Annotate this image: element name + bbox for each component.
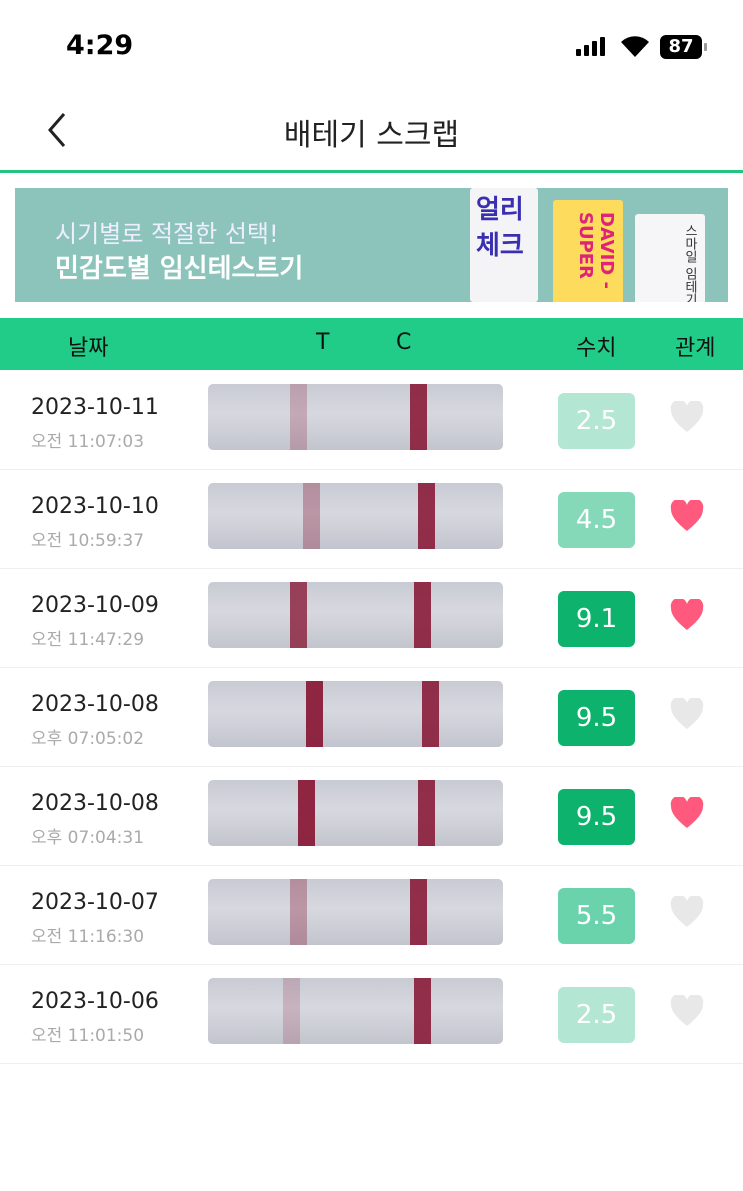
heart-icon[interactable] bbox=[670, 599, 704, 631]
table-row[interactable]: 2023-10-10 오전 10:59:37 4.5 bbox=[0, 470, 743, 569]
c-line bbox=[414, 978, 431, 1044]
ad-banner[interactable]: 시기별로 적절한 선택! 민감도별 임신테스트기 얼리 체크 DAVID -SU… bbox=[15, 188, 728, 302]
score-badge: 4.5 bbox=[558, 492, 635, 548]
t-line bbox=[290, 879, 307, 945]
row-time: 오전 11:16:30 bbox=[31, 927, 145, 947]
t-line bbox=[298, 780, 315, 846]
row-time: 오전 11:47:29 bbox=[31, 630, 145, 650]
t-line bbox=[290, 384, 307, 450]
row-time: 오후 07:04:31 bbox=[31, 828, 145, 848]
heart-icon[interactable] bbox=[670, 401, 704, 433]
score-badge: 9.5 bbox=[558, 690, 635, 746]
product-smile: 스마일 임테기 bbox=[635, 214, 705, 302]
heart-icon[interactable] bbox=[670, 500, 704, 532]
c-line bbox=[410, 384, 427, 450]
test-strip-image[interactable] bbox=[208, 879, 503, 945]
table-row[interactable]: 2023-10-08 오후 07:05:02 9.5 bbox=[0, 668, 743, 767]
c-line bbox=[414, 582, 431, 648]
signal-icon bbox=[576, 37, 605, 56]
score-badge: 2.5 bbox=[558, 987, 635, 1043]
heart-icon[interactable] bbox=[670, 896, 704, 928]
product-early-check: 얼리 체크 bbox=[470, 188, 538, 302]
heart-icon[interactable] bbox=[670, 995, 704, 1027]
score-badge: 9.5 bbox=[558, 789, 635, 845]
row-time: 오전 11:01:50 bbox=[31, 1026, 145, 1046]
test-strip-image[interactable] bbox=[208, 384, 503, 450]
score-badge: 2.5 bbox=[558, 393, 635, 449]
header-score: 수치 bbox=[576, 336, 617, 361]
product-david: DAVID -SUPER bbox=[553, 200, 623, 302]
score-badge: 5.5 bbox=[558, 888, 635, 944]
wifi-icon bbox=[621, 36, 649, 57]
test-strip-image[interactable] bbox=[208, 978, 503, 1044]
header-c: C bbox=[396, 330, 412, 355]
clock: 4:29 bbox=[66, 30, 134, 61]
header-relation: 관계 bbox=[675, 336, 716, 361]
battery-icon: 87 bbox=[660, 35, 707, 59]
row-time: 오후 07:05:02 bbox=[31, 729, 145, 749]
row-date: 2023-10-07 bbox=[31, 890, 159, 915]
t-line bbox=[306, 681, 323, 747]
t-line bbox=[303, 483, 320, 549]
status-bar: 4:29 87 bbox=[0, 0, 743, 90]
c-line bbox=[418, 483, 435, 549]
c-line bbox=[418, 780, 435, 846]
row-time: 오전 10:59:37 bbox=[31, 531, 145, 551]
row-time: 오전 11:07:03 bbox=[31, 432, 145, 452]
test-strip-image[interactable] bbox=[208, 780, 503, 846]
t-line bbox=[283, 978, 300, 1044]
banner-line2: 민감도별 임신테스트기 bbox=[55, 254, 304, 284]
row-date: 2023-10-11 bbox=[31, 395, 159, 420]
table-row[interactable]: 2023-10-08 오후 07:04:31 9.5 bbox=[0, 767, 743, 866]
row-date: 2023-10-08 bbox=[31, 791, 159, 816]
table-row[interactable]: 2023-10-09 오전 11:47:29 9.1 bbox=[0, 569, 743, 668]
heart-icon[interactable] bbox=[670, 698, 704, 730]
row-date: 2023-10-10 bbox=[31, 494, 159, 519]
table-row[interactable]: 2023-10-06 오전 11:01:50 2.5 bbox=[0, 965, 743, 1064]
c-line bbox=[422, 681, 439, 747]
row-date: 2023-10-09 bbox=[31, 593, 159, 618]
back-button[interactable] bbox=[44, 110, 74, 150]
t-line bbox=[290, 582, 307, 648]
table-row[interactable]: 2023-10-07 오전 11:16:30 5.5 bbox=[0, 866, 743, 965]
test-strip-image[interactable] bbox=[208, 582, 503, 648]
page-title: 배테기 스크랩 bbox=[283, 118, 460, 153]
test-strip-image[interactable] bbox=[208, 681, 503, 747]
heart-icon[interactable] bbox=[670, 797, 704, 829]
c-line bbox=[410, 879, 427, 945]
row-date: 2023-10-08 bbox=[31, 692, 159, 717]
banner-line1: 시기별로 적절한 선택! bbox=[55, 220, 279, 248]
table-header: 날짜 T C 수치 관계 bbox=[0, 318, 743, 370]
score-badge: 9.1 bbox=[558, 591, 635, 647]
table-row[interactable]: 2023-10-11 오전 11:07:03 2.5 bbox=[0, 371, 743, 470]
test-strip-image[interactable] bbox=[208, 483, 503, 549]
row-date: 2023-10-06 bbox=[31, 989, 159, 1014]
nav-bar: 배테기 스크랩 bbox=[0, 90, 743, 173]
header-t: T bbox=[316, 330, 330, 355]
header-date: 날짜 bbox=[68, 336, 109, 361]
